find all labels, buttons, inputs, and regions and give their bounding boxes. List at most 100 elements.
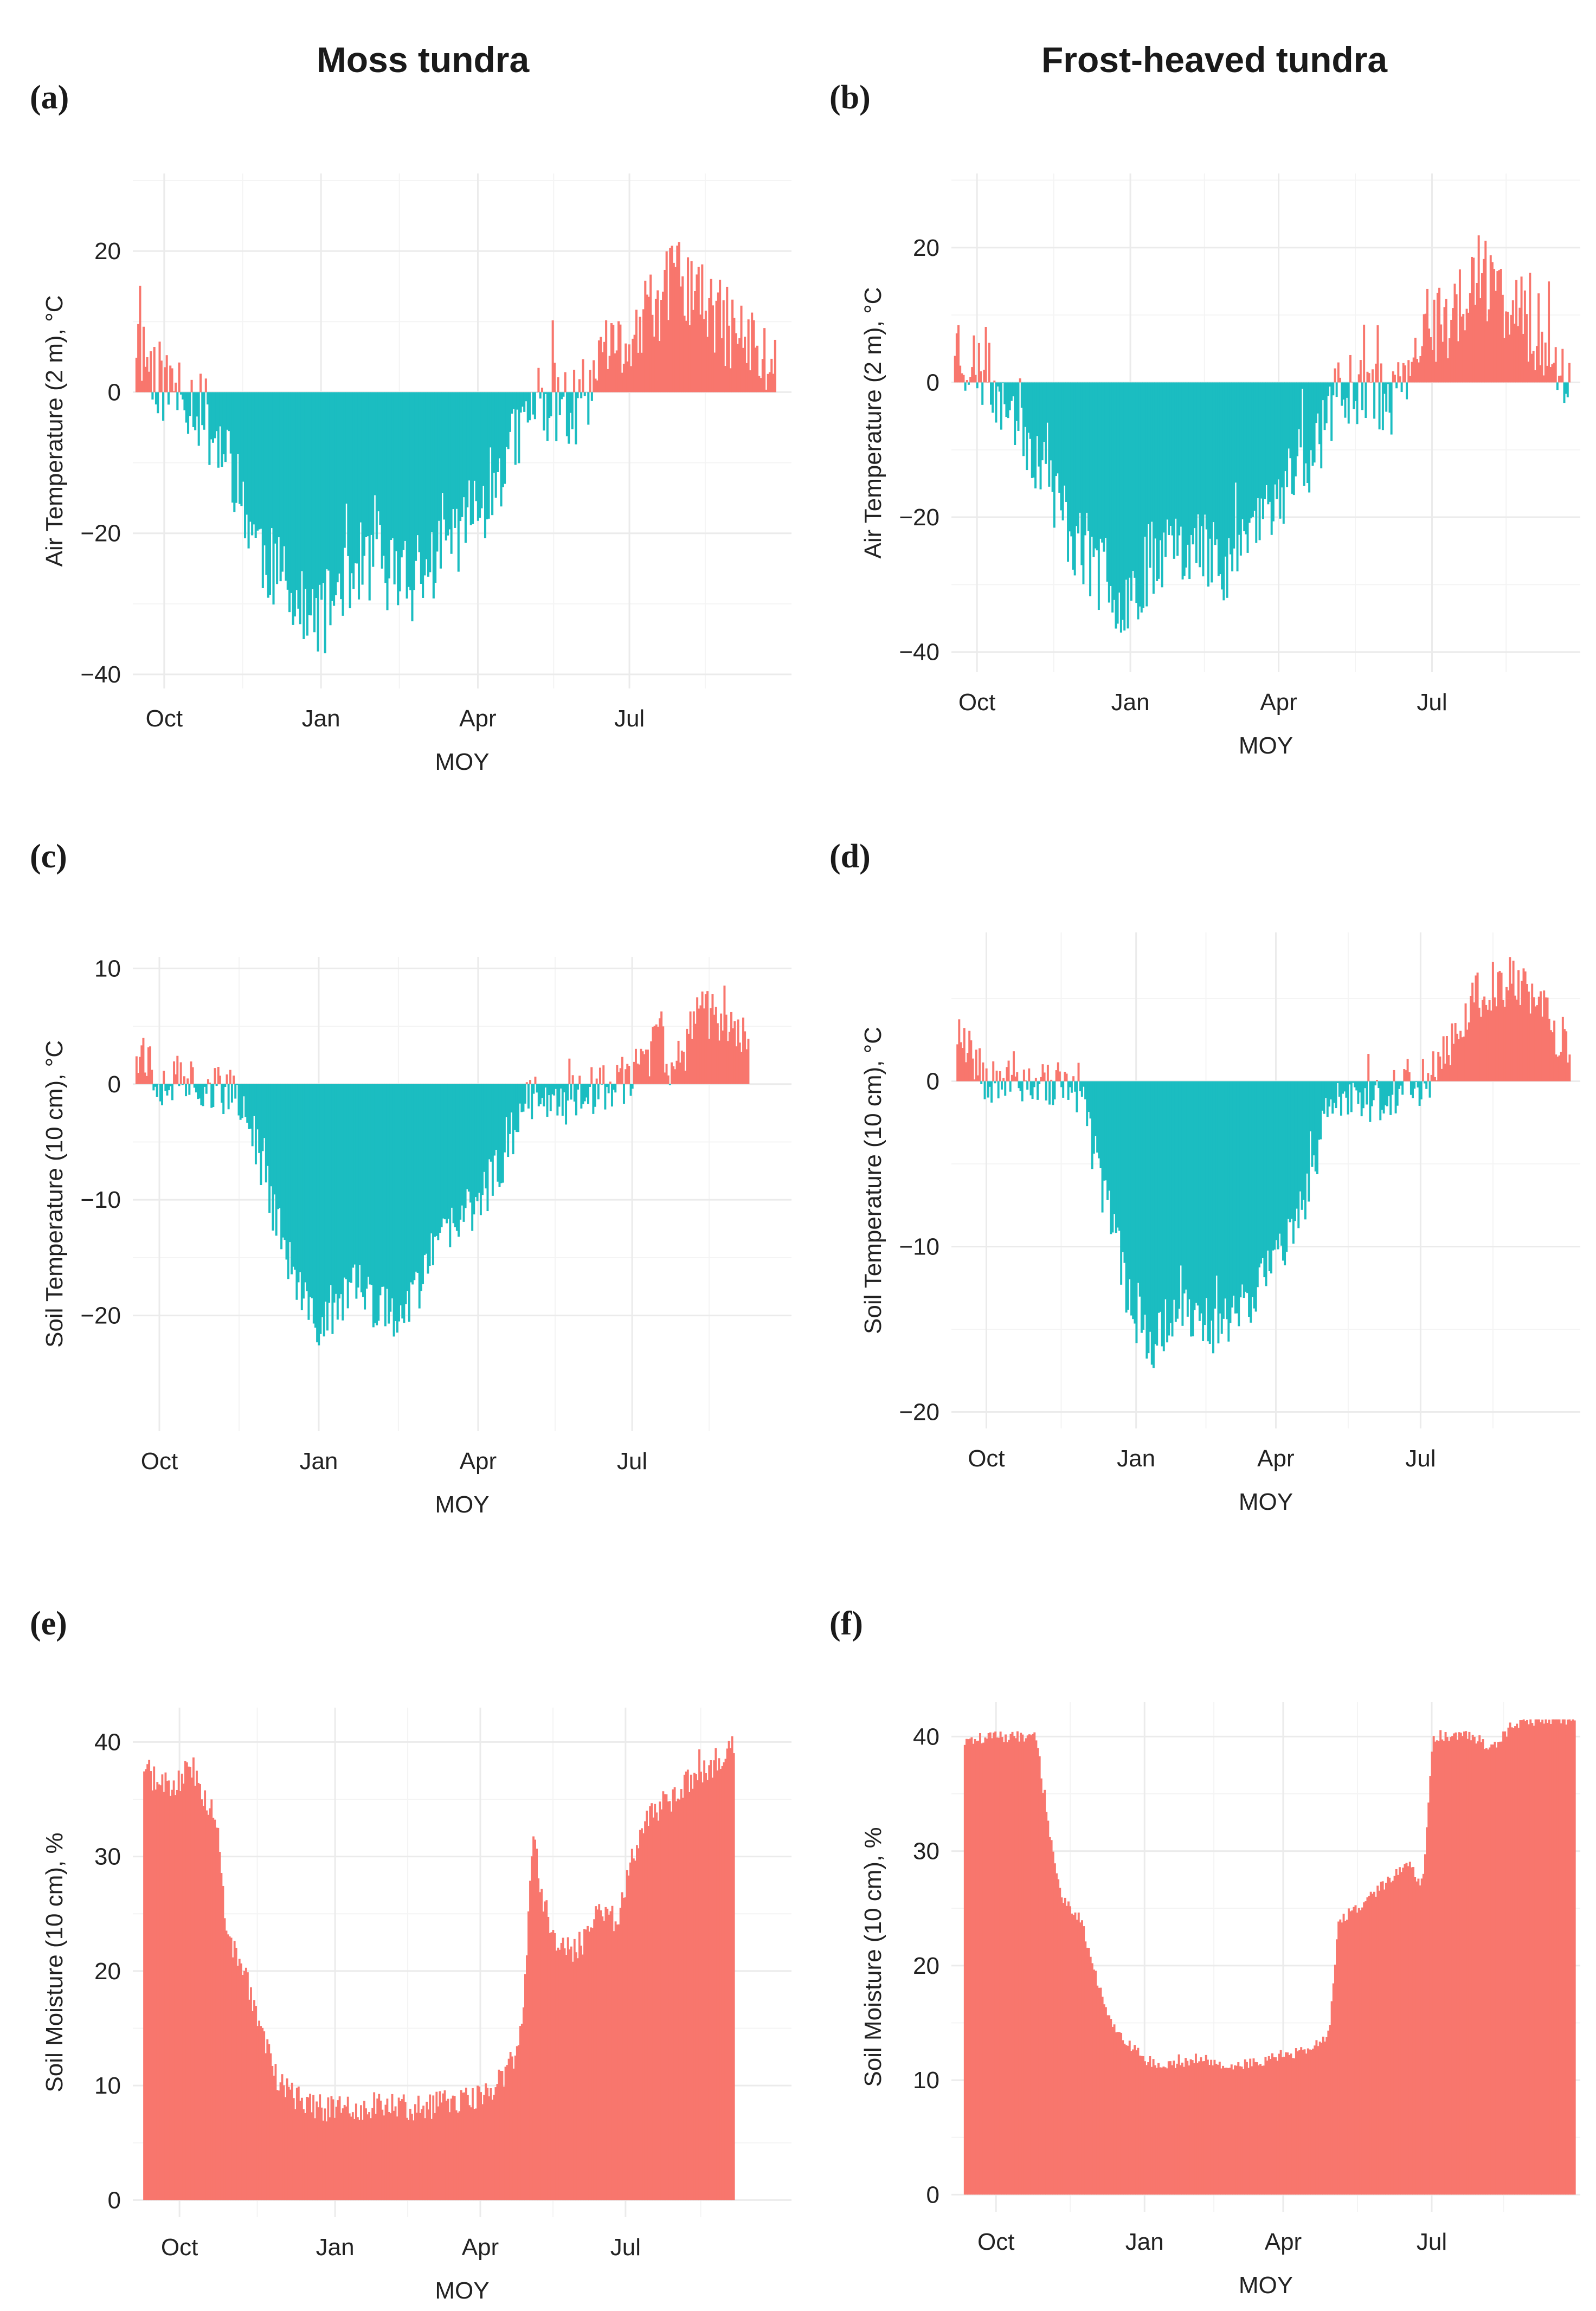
area-bar-negative: [1089, 382, 1092, 596]
area-bar-positive: [1523, 290, 1526, 383]
area-bar-negative: [504, 392, 506, 484]
area-bar-positive: [529, 1881, 531, 2200]
area-bar-positive: [201, 1799, 203, 2200]
area-bar-positive: [691, 1039, 693, 1084]
area-bar-negative: [583, 1084, 586, 1102]
area-bar-positive: [465, 2087, 467, 2200]
area-bar-negative: [266, 1084, 269, 1166]
area-bar-negative: [299, 1084, 301, 1272]
area-bar-positive: [982, 1062, 984, 1082]
area-bar-positive: [1130, 2051, 1132, 2195]
area-bar-positive: [1553, 363, 1555, 383]
area-bar-positive: [190, 1061, 192, 1084]
area-bar-positive: [1228, 2068, 1231, 2195]
area-bar-positive: [1046, 1065, 1049, 1082]
area-bar-negative: [1053, 1081, 1056, 1100]
area-bar-positive: [1438, 287, 1441, 383]
area-bar-positive: [710, 1008, 712, 1084]
area-bar-negative: [1264, 382, 1266, 499]
area-bar-positive: [1356, 1913, 1359, 2195]
area-bar-positive: [1482, 1739, 1484, 2195]
area-bar-positive: [1254, 2062, 1257, 2195]
area-bar-positive: [1532, 351, 1535, 383]
area-bar-positive: [553, 363, 556, 392]
area-bar-positive: [212, 1818, 215, 2200]
y-tick-label: 0: [108, 2187, 121, 2213]
area-bar-negative: [260, 392, 262, 529]
area-bar-negative: [1085, 382, 1088, 513]
area-bar-positive: [678, 242, 680, 392]
area-bar-positive: [1446, 358, 1449, 383]
area-bar-positive: [316, 2101, 318, 2200]
area-bar-positive: [1351, 1910, 1354, 2195]
area-bar-negative: [372, 392, 375, 567]
area-bar-negative: [1420, 1081, 1423, 1100]
area-bar-negative: [1128, 1081, 1131, 1279]
area-bar-positive: [608, 356, 611, 392]
y-tick-label: −10: [80, 1187, 121, 1213]
area-bar-negative: [587, 1084, 589, 1104]
area-bar-negative: [1005, 382, 1008, 417]
area-bar-positive: [1074, 1912, 1077, 2195]
area-bar-positive: [410, 2114, 413, 2200]
area-bar-negative: [569, 392, 572, 413]
area-bar-positive: [1002, 1078, 1005, 1082]
area-bar-positive: [1403, 1069, 1406, 1082]
area-bar-negative: [1256, 1081, 1259, 1288]
area-bar-negative: [281, 392, 284, 572]
area-bar-positive: [490, 2088, 492, 2200]
area-bar-negative: [1082, 1081, 1085, 1087]
area-bar-positive: [312, 2095, 315, 2200]
area-bar-negative: [990, 382, 992, 405]
area-bar-positive: [1485, 1748, 1488, 2195]
area-bar-negative: [1073, 382, 1076, 576]
area-bar-positive: [729, 368, 732, 392]
area-bar-negative: [331, 392, 333, 601]
area-bar-negative: [276, 1084, 279, 1209]
area-bar-positive: [1428, 329, 1431, 383]
area-bar-positive: [627, 1875, 630, 2200]
area-bar-negative: [455, 1084, 458, 1231]
area-bar-negative: [314, 1084, 317, 1328]
area-bar-negative: [347, 392, 350, 556]
area-bar-negative: [1018, 1081, 1020, 1089]
area-bar-negative: [1348, 1081, 1351, 1085]
area-bar-negative: [1144, 1081, 1147, 1315]
area-bar-positive: [658, 341, 661, 392]
area-bar-positive: [587, 1926, 589, 2200]
area-bar-negative: [519, 1084, 522, 1104]
area-bar-positive: [197, 1782, 200, 2200]
area-bar-positive: [1344, 1921, 1347, 2195]
area-bar-positive: [674, 1069, 677, 1084]
column-title-frost-heaved-tundra: Frost-heaved tundra: [1041, 40, 1388, 80]
area-bar-positive: [1041, 1064, 1044, 1082]
area-bar-negative: [1037, 1081, 1039, 1100]
area-bar-negative: [1174, 382, 1177, 519]
area-bar-negative: [356, 392, 358, 564]
area-bar-negative: [436, 392, 439, 552]
area-bar-negative: [1306, 1081, 1308, 1174]
area-bar-negative: [1354, 1081, 1356, 1087]
area-bar-positive: [501, 2071, 504, 2200]
area-bar-positive: [179, 1062, 182, 1084]
area-bar-negative: [1168, 1081, 1170, 1336]
area-bar-positive: [1546, 365, 1548, 383]
area-bar-positive: [1498, 971, 1501, 1082]
area-bar-positive: [1327, 2030, 1330, 2195]
area-bar-positive: [643, 1054, 646, 1084]
area-bar-positive: [575, 1952, 577, 2200]
area-bar-positive: [204, 1790, 207, 2200]
area-bar-positive: [657, 290, 659, 392]
area-bar-positive: [1458, 269, 1461, 383]
area-bar-positive: [1515, 280, 1518, 383]
area-bar-positive: [1524, 1721, 1527, 2195]
area-bar-negative: [998, 382, 1001, 392]
area-bar-negative: [1161, 382, 1163, 588]
area-bar-positive: [440, 2102, 443, 2200]
area-bar-negative: [1076, 1081, 1078, 1112]
area-bar-positive: [1329, 2025, 1331, 2195]
area-bar-positive: [971, 1058, 974, 1082]
area-bar-positive: [1533, 1726, 1535, 2195]
